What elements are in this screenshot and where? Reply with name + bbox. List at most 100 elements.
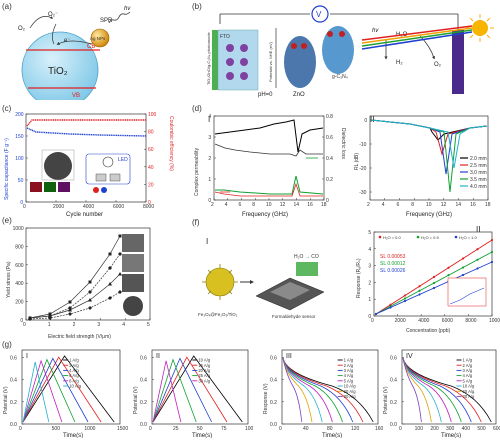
x-ticks: 0 1 2 3 4 5 <box>23 318 151 328</box>
yield-stress-line <box>29 273 121 319</box>
data-point <box>418 289 421 292</box>
panel-f1: (f) I H₂O → CO Fe₃O₄@Fe₂O₃/TiO₂ Formalde… <box>190 218 350 336</box>
y-tick-label: 0 <box>326 198 329 204</box>
x-tick-label: 4 <box>382 202 385 208</box>
y-tick-label: 0 <box>148 200 151 206</box>
x-tick-label: 3 <box>97 322 100 328</box>
y-tick-label: 50 <box>18 178 24 184</box>
y-tick-label: 5 <box>368 230 371 236</box>
x-tick-label: 0 <box>23 322 26 328</box>
data-point <box>432 275 436 279</box>
legend-entry: H₂O = 0.0 <box>383 235 401 240</box>
gcd-curve <box>282 357 323 423</box>
data-point <box>476 248 479 251</box>
x-tick-label: 5 <box>147 322 150 328</box>
legend-entry: 8 A/g <box>69 378 79 383</box>
rl-series-line <box>370 119 488 169</box>
y-tick-label: 200 <box>15 112 24 118</box>
gcn-label: g-C₃N₄ <box>332 74 348 80</box>
y-tick-label: 0.4 <box>270 378 277 384</box>
gcd-curve <box>22 361 50 423</box>
subplot-roman: III <box>286 353 292 360</box>
data-point <box>476 267 479 270</box>
data-point <box>68 300 72 304</box>
legend-entry: H₂O = 0.5 <box>421 235 439 240</box>
legend-entry: 2 A/g <box>463 363 473 368</box>
y-axis-title: Response (V) <box>263 383 269 414</box>
data-point <box>461 266 465 269</box>
data-point <box>48 314 52 318</box>
legend-entry: 20 A/g <box>463 389 476 394</box>
gcd-curve <box>282 357 313 423</box>
y-tick-label: 0.2 <box>326 177 333 183</box>
panel-d2-chart: II 0 -10 -20 -30 2 4 6 8 10 12 14 16 18 2.0 mm2.5 m… <box>354 115 491 218</box>
slope-label: SL 0.00012 <box>380 261 406 267</box>
chart-legend: H₂O = 0.0 H₂O = 0.5 H₂O = 1.0SL 0.00053SL … <box>378 235 477 274</box>
x-tick-label: 6 <box>397 202 400 208</box>
data-point <box>118 252 122 256</box>
y-tick-label: 200 <box>15 300 24 306</box>
x-tick-label: 14 <box>456 202 462 208</box>
cb-label: CB <box>87 44 95 50</box>
x-tick-label: 40 <box>303 426 309 432</box>
y-tick-label: 100 <box>15 156 24 162</box>
x-tick-label: 2000 <box>53 204 64 210</box>
x-tick-label: 400 <box>462 426 471 432</box>
plot-area <box>25 227 151 321</box>
panel-g: (g) I 0.0 0.2 0.4 0.6 0 500 1000 1500 Time(s) Pote… <box>0 340 500 439</box>
x-tick-label: 8 <box>252 202 255 208</box>
legend-entry: 30 A/g <box>463 394 476 399</box>
inset-sem-4 <box>123 296 143 316</box>
y-axis-title: Yield stress (Pa) <box>6 261 12 298</box>
x-ticks: 2 4 6 8 10 12 14 16 18 <box>367 198 491 208</box>
y-tick-label: 0.0 <box>140 422 147 428</box>
inset-sem-2 <box>122 254 144 272</box>
gcd-subplot: II 0.0 0.2 0.4 0.6 0 25 50 75 100 Time(s) Potential… <box>133 349 254 439</box>
y-tick-label: 4 <box>368 247 371 253</box>
photoanode-label: TiO₂/ZnO/g-C₃N₄ photoanode <box>206 32 211 85</box>
panel-c-label: (c) <box>2 104 12 113</box>
panel-f2-roman: II <box>476 225 480 234</box>
zno-band <box>284 36 316 88</box>
panel-b-label: (b) <box>192 2 202 11</box>
y-ticks-left: 0 1 2 3 4 <box>208 114 216 204</box>
data-point <box>118 234 122 238</box>
permeability-real-series <box>214 119 324 153</box>
x-tick-label: 10 <box>266 202 272 208</box>
x-tick-label: 4000 <box>418 318 429 324</box>
x-axis-title: Time(s) <box>441 433 461 438</box>
reduction-arrow-2 <box>52 23 57 45</box>
sensor-chip <box>255 262 325 311</box>
legend-entry: 2 A/g <box>344 363 354 368</box>
legend-entry: 4 A/g <box>463 373 473 378</box>
legend-entry: 30 A/g <box>344 394 357 399</box>
x-axis-title: Time(s) <box>63 433 83 438</box>
y-tick-label: 20 <box>148 182 154 188</box>
rainbow-beam-icon <box>361 25 473 50</box>
y-tick-label: 600 <box>15 263 24 269</box>
data-point <box>118 272 122 276</box>
y-tick-label: 1000 <box>13 226 24 232</box>
x-tick-label: 12 <box>441 202 447 208</box>
y-tick-label: 3 <box>368 264 371 270</box>
x-axis-title: Frequency (GHz) <box>406 212 452 218</box>
panel-e-chart: 0 200 400 600 800 1000 0 1 2 3 4 5 Electric field … <box>6 226 151 340</box>
data-point <box>418 285 421 288</box>
yield-stress-line <box>29 291 121 320</box>
gcd-curve <box>282 357 333 423</box>
gcd-curve <box>22 357 89 423</box>
y-tick-label: -10 <box>359 142 366 148</box>
data-point <box>461 257 465 260</box>
x-axis-title: Frequency (GHz) <box>242 212 288 218</box>
legend-entry: 10 A/g <box>198 358 211 363</box>
x-tick-label: 6 <box>239 202 242 208</box>
y-tick-label: 60 <box>148 147 154 153</box>
tio2-label: TiO₂ <box>48 66 68 77</box>
gcd-subplot: IV 0.0 0.2 0.4 0.6 0 100 200 300 400 500 600 Time(s)… <box>383 349 500 439</box>
subplot-roman: II <box>156 353 160 360</box>
data-point <box>490 250 494 254</box>
dielectric-loss-series <box>215 175 324 195</box>
light-wave <box>108 11 131 24</box>
